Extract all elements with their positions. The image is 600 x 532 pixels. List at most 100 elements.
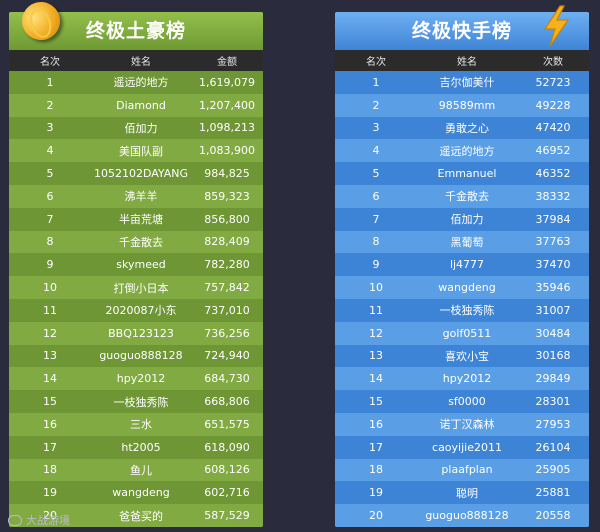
name-cell: guoguo888128 xyxy=(425,509,509,523)
rank-cell: 18 xyxy=(369,463,383,477)
name-cell: 三水 xyxy=(130,418,152,432)
tycoon-table-header: 名次 姓名 金额 xyxy=(9,50,263,71)
value-cell: 20558 xyxy=(535,509,571,523)
name-cell: 98589mm xyxy=(438,98,496,112)
watermark-icon xyxy=(8,514,22,526)
name-cell: 2020087小东 xyxy=(105,304,177,318)
name-cell: wangdeng xyxy=(112,486,170,500)
value-cell: 26104 xyxy=(535,440,571,454)
value-cell: 782,280 xyxy=(204,258,250,272)
table-row: 1 吉尔伽美什 52723 xyxy=(335,71,589,94)
rank-cell: 6 xyxy=(46,189,54,203)
tycoon-table-body: 1 遥远的地方 1,619,079 2 Diamond 1,207,400 3 佰加力 1,09… xyxy=(9,71,263,527)
rank-cell: 12 xyxy=(43,326,57,340)
rank-cell: 9 xyxy=(46,258,54,272)
table-row: 4 美国队副 1,083,900 xyxy=(9,139,263,163)
name-cell: 千金散去 xyxy=(445,190,489,204)
rank-cell: 7 xyxy=(46,212,54,226)
rank-cell: 13 xyxy=(43,349,57,363)
value-cell: 31007 xyxy=(535,303,571,317)
table-row: 6 千金散去 38332 xyxy=(335,184,589,208)
table-row: 5 Emmanuel 46352 xyxy=(335,162,589,185)
value-cell: 46352 xyxy=(535,167,571,181)
name-cell: skymeed xyxy=(116,258,166,272)
table-row: 10 打倒小日本 757,842 xyxy=(9,276,263,299)
rank-cell: 10 xyxy=(43,281,57,295)
rank-cell: 5 xyxy=(372,167,380,181)
rank-cell: 8 xyxy=(46,235,54,249)
table-row: 16 三水 651,575 xyxy=(9,412,263,436)
table-row: 11 2020087小东 737,010 xyxy=(9,298,263,322)
rank-cell: 17 xyxy=(43,440,57,454)
name-cell: BBQ123123 xyxy=(108,326,174,340)
rank-cell: 18 xyxy=(43,463,57,477)
value-cell: 25905 xyxy=(535,463,571,477)
table-row: 6 沸羊羊 859,323 xyxy=(9,184,263,208)
rank-cell: 20 xyxy=(43,509,57,523)
rank-cell: 2 xyxy=(46,98,54,112)
name-cell: Diamond xyxy=(116,98,166,112)
rank-cell: 20 xyxy=(369,509,383,523)
rank-cell: 1 xyxy=(372,75,380,89)
name-cell: 一枝独秀陈 xyxy=(113,395,169,409)
value-cell: 828,409 xyxy=(204,235,250,249)
value-cell: 736,256 xyxy=(204,326,250,340)
value-cell: 859,323 xyxy=(204,189,250,203)
value-cell: 25881 xyxy=(535,486,571,500)
rank-cell: 19 xyxy=(369,486,383,500)
name-cell: 美国队副 xyxy=(119,144,163,158)
speed-leaderboard: 终极快手榜 名次 姓名 次数 1 吉尔伽美什 52723 2 98589mm 49228 3… xyxy=(335,12,589,527)
name-cell: ht2005 xyxy=(121,440,161,454)
rank-cell: 7 xyxy=(372,212,380,226)
value-cell: 724,940 xyxy=(204,349,250,363)
table-row: 17 ht2005 618,090 xyxy=(9,435,263,459)
value-cell: 618,090 xyxy=(204,440,250,454)
name-cell: 勇敢之心 xyxy=(445,121,489,135)
value-cell: 856,800 xyxy=(204,212,250,226)
table-row: 10 wangdeng 35946 xyxy=(335,276,589,299)
speed-table-header: 名次 姓名 次数 xyxy=(335,50,589,71)
table-row: 18 plaafplan 25905 xyxy=(335,458,589,482)
rank-cell: 15 xyxy=(43,395,57,409)
value-cell: 27953 xyxy=(535,417,571,431)
rank-cell: 17 xyxy=(369,440,383,454)
value-cell: 37984 xyxy=(535,212,571,226)
value-cell: 668,806 xyxy=(204,395,250,409)
value-cell: 651,575 xyxy=(204,417,250,431)
value-cell: 52723 xyxy=(535,75,571,89)
name-cell: 沸羊羊 xyxy=(124,190,158,204)
table-row: 9 lj4777 37470 xyxy=(335,253,589,277)
value-cell: 737,010 xyxy=(204,303,250,317)
value-cell: 47420 xyxy=(535,121,571,135)
name-cell: 遥远的地方 xyxy=(113,76,169,90)
name-cell: wangdeng xyxy=(438,281,496,295)
value-cell: 30168 xyxy=(535,349,571,363)
header-count: 次数 xyxy=(543,57,563,68)
rank-cell: 9 xyxy=(372,258,380,272)
rank-cell: 12 xyxy=(369,326,383,340)
name-cell: caoyijie2011 xyxy=(432,440,502,454)
value-cell: 1,083,900 xyxy=(199,144,255,158)
table-row: 2 98589mm 49228 xyxy=(335,93,589,117)
name-cell: Emmanuel xyxy=(437,167,497,181)
header-name: 姓名 xyxy=(457,57,477,68)
name-cell: 一枝独秀陈 xyxy=(439,304,495,318)
lightning-bolt-icon xyxy=(543,5,570,47)
value-cell: 49228 xyxy=(535,98,571,112)
header-rank: 名次 xyxy=(40,57,60,68)
name-cell: 1052102DAYANG xyxy=(93,167,189,181)
table-row: 11 一枝独秀陈 31007 xyxy=(335,298,589,322)
name-cell: 聪明 xyxy=(456,486,478,500)
name-cell: 半亩荒塘 xyxy=(119,213,163,227)
name-cell: 遥远的地方 xyxy=(439,144,495,158)
value-cell: 1,207,400 xyxy=(199,98,255,112)
rank-cell: 15 xyxy=(369,395,383,409)
rank-cell: 14 xyxy=(43,372,57,386)
rank-cell: 16 xyxy=(369,417,383,431)
table-row: 15 sf0000 28301 xyxy=(335,390,589,413)
table-row: 7 佰加力 37984 xyxy=(335,207,589,231)
rank-cell: 6 xyxy=(372,189,380,203)
table-row: 4 遥远的地方 46952 xyxy=(335,139,589,163)
table-row: 12 golf0511 30484 xyxy=(335,321,589,345)
value-cell: 38332 xyxy=(535,189,571,203)
